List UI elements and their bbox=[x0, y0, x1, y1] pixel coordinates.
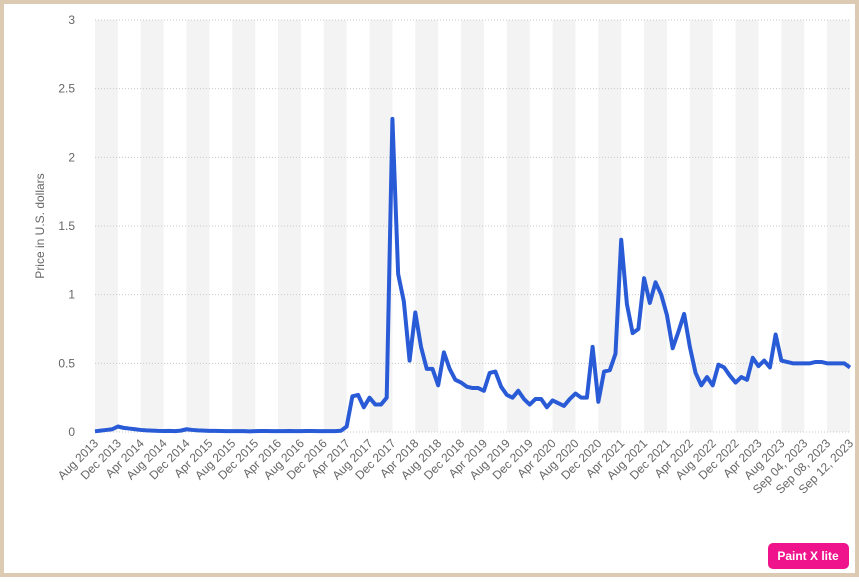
y-tick-label: 3 bbox=[68, 13, 75, 27]
stripe bbox=[95, 20, 118, 432]
stripe bbox=[735, 20, 759, 432]
stripe bbox=[781, 20, 805, 432]
y-tick-label: 1.5 bbox=[58, 219, 75, 233]
watermark-badge bbox=[768, 543, 849, 569]
y-axis-label: Price in U.S. dollars bbox=[33, 173, 47, 278]
watermark: Paint X lite bbox=[777, 549, 839, 563]
stripe bbox=[415, 20, 439, 432]
y-tick-label: 0 bbox=[68, 425, 75, 439]
y-tick-label: 2.5 bbox=[58, 82, 75, 96]
stripe bbox=[278, 20, 301, 432]
y-tick-label: 1 bbox=[68, 288, 75, 302]
stripe bbox=[827, 20, 850, 432]
y-tick-label: 2 bbox=[68, 150, 75, 164]
stripe bbox=[461, 20, 484, 432]
stripe bbox=[644, 20, 667, 432]
stripe bbox=[232, 20, 256, 432]
y-tick-label: 0.5 bbox=[58, 356, 75, 370]
price-line bbox=[94, 116, 852, 434]
stripe bbox=[552, 20, 576, 432]
